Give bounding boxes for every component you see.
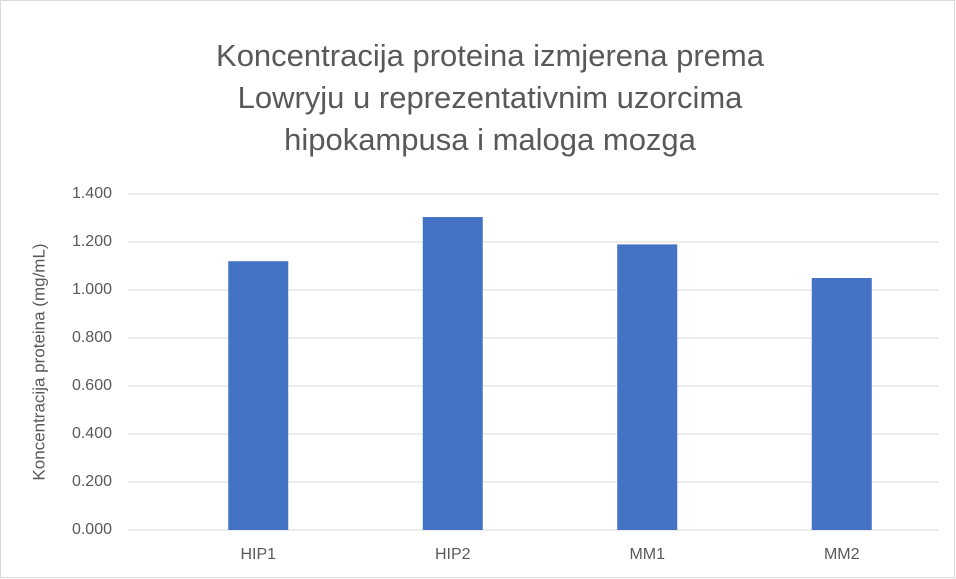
x-tick-label: HIP1 [240, 546, 276, 563]
bar [617, 244, 678, 530]
chart-title: Koncentracija proteina izmjerena prema [216, 38, 765, 73]
bar [422, 217, 483, 531]
y-tick-label: 0.200 [72, 473, 112, 490]
y-tick-label: 1.200 [72, 233, 112, 250]
y-tick-label: 0.000 [72, 521, 112, 538]
y-tick-label: 0.800 [72, 329, 112, 346]
y-tick-label: 1.000 [72, 281, 112, 298]
y-tick-label: 0.400 [72, 425, 112, 442]
y-axis-label: Koncentracija proteina (mg/mL) [29, 243, 48, 480]
y-tick-label: 1.400 [72, 185, 112, 202]
x-tick-label: HIP2 [435, 546, 471, 563]
bar [228, 261, 289, 530]
bar [811, 278, 872, 530]
x-tick-label: MM2 [824, 546, 860, 563]
chart-title: hipokampusa i maloga mozga [284, 122, 697, 157]
x-tick-label: MM1 [629, 546, 665, 563]
chart-title: Lowryju u reprezentativnim uzorcima [238, 80, 744, 115]
y-tick-label: 0.600 [72, 377, 112, 394]
